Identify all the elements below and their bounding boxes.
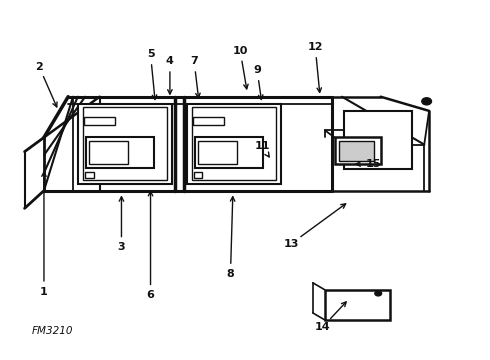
Text: 7: 7 [190, 56, 198, 66]
Text: 15: 15 [366, 159, 381, 169]
Bar [192, 107, 276, 180]
Text: 9: 9 [253, 65, 261, 75]
Circle shape [375, 291, 382, 296]
Text: 11: 11 [254, 141, 270, 151]
Bar [78, 104, 172, 184]
Bar [83, 107, 168, 180]
Bar [84, 117, 115, 125]
Text: 2: 2 [35, 62, 43, 72]
Text: 5: 5 [147, 49, 154, 59]
Bar [86, 138, 154, 168]
Text: 12: 12 [308, 42, 323, 52]
Text: 10: 10 [232, 46, 248, 56]
Bar [340, 141, 374, 161]
Text: 6: 6 [147, 290, 154, 300]
Text: 8: 8 [226, 269, 234, 279]
Circle shape [422, 98, 432, 105]
Text: 13: 13 [283, 239, 299, 249]
Bar [194, 172, 202, 178]
Text: 4: 4 [166, 56, 174, 66]
Bar [335, 138, 381, 164]
Bar [85, 172, 94, 178]
Text: 1: 1 [40, 287, 48, 297]
Bar [187, 104, 281, 184]
Bar [193, 117, 224, 125]
Bar [325, 290, 391, 320]
Text: 3: 3 [118, 242, 125, 252]
Bar [89, 141, 128, 164]
Bar [195, 138, 263, 168]
Bar [344, 111, 412, 169]
Bar [198, 141, 237, 164]
Text: FM3210: FM3210 [32, 326, 74, 336]
Text: 14: 14 [315, 322, 330, 332]
